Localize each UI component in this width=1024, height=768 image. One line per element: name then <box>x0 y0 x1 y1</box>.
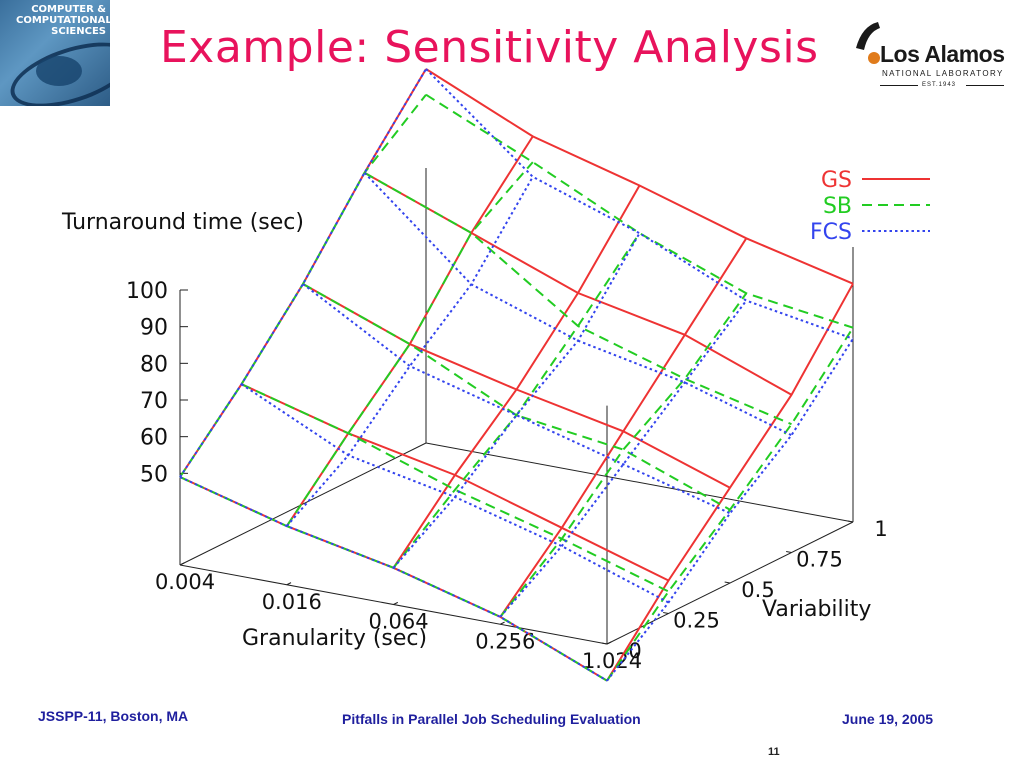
footer-conference: JSSPP-11, Boston, MA <box>38 708 189 724</box>
z-tick-label: 100 <box>126 279 168 304</box>
surface-gs-line-y <box>425 68 854 285</box>
ccs-logo-line: COMPUTER & <box>31 4 106 15</box>
los-alamos-est: EST.1943 <box>922 82 957 88</box>
page-number: 11 <box>768 746 780 758</box>
x-tick <box>606 641 612 645</box>
surface-gs-line-x <box>499 237 748 618</box>
surface-fcs-line-y <box>302 283 731 515</box>
ccs-swirl-core-icon <box>36 56 82 86</box>
x-tick <box>393 601 399 605</box>
axis-edge-back <box>425 442 854 523</box>
y-tick-label: 0.75 <box>796 548 843 572</box>
surface-fcs-line-y <box>425 68 854 340</box>
surface-sb-line-x <box>392 232 641 569</box>
x-tick-label: 0.064 <box>368 610 428 634</box>
z-axis-title: Turnaround time (sec) <box>61 210 304 235</box>
y-axis-title: Variability <box>762 597 871 622</box>
x-tick-label: 0.004 <box>155 570 215 594</box>
z-tick-label: 60 <box>140 426 168 451</box>
ccs-logo-text: COMPUTER & COMPUTATIONAL SCIENCES <box>16 4 110 37</box>
surface-gs-line-y <box>302 283 731 489</box>
x-tick-label: 0.016 <box>262 590 322 614</box>
x-tick-label: 0.256 <box>475 629 535 653</box>
surface-sb-line-y <box>302 283 731 511</box>
legend-label-sb: SB <box>823 194 852 219</box>
x-tick <box>286 582 292 586</box>
surface-sb-line-x <box>606 327 854 682</box>
ccs-logo-line: SCIENCES <box>51 26 106 37</box>
z-tick-label: 80 <box>140 352 168 377</box>
x-tick-label: 1.024 <box>582 649 642 673</box>
footer-talk-title: Pitfalls in Parallel Job Scheduling Eval… <box>342 711 641 727</box>
legend-label-gs: GS <box>821 168 852 193</box>
axis-edge-left <box>179 442 427 566</box>
x-axis-title: Granularity (sec) <box>242 626 427 651</box>
chart-surfaces <box>179 68 854 682</box>
surface-gs <box>179 68 854 682</box>
surface-fcs-line-y <box>363 172 792 437</box>
surface-sb-line-y <box>364 171 792 426</box>
y-tick-label: 0.25 <box>673 609 720 633</box>
surface-fcs-line-x <box>499 299 748 618</box>
los-alamos-name: Los Alamos <box>880 41 1005 67</box>
y-tick <box>724 581 731 584</box>
z-tick-label: 70 <box>140 389 168 414</box>
surface-gs-line-y <box>241 383 669 582</box>
y-tick <box>847 520 854 523</box>
surface-fcs-line-x <box>179 68 427 478</box>
y-tick-label: 1 <box>874 517 887 541</box>
z-tick-label: 50 <box>140 462 168 487</box>
surface-fcs <box>179 68 854 682</box>
ccs-logo-line: COMPUTATIONAL <box>16 15 110 26</box>
surface-fcs-line-x <box>392 232 641 569</box>
ccs-logo-icon: COMPUTER & COMPUTATIONAL SCIENCES <box>0 0 110 106</box>
surface-fcs-line-y <box>240 383 669 604</box>
los-alamos-rule-right <box>966 85 1004 86</box>
surface-fcs-line-y <box>179 476 608 682</box>
los-alamos-mark-icon <box>856 22 880 64</box>
y-tick-label: 0 <box>628 639 641 663</box>
y-tick <box>786 551 792 553</box>
legend-label-fcs: FCS <box>810 220 852 245</box>
surface-gs-line-x <box>179 68 427 478</box>
footer-date: June 19, 2005 <box>842 711 934 727</box>
los-alamos-rule-left <box>880 85 918 86</box>
y-tick <box>601 642 608 645</box>
los-alamos-sub: NATIONAL LABORATORY <box>882 69 1004 78</box>
surface-gs-line-x <box>392 185 641 569</box>
surface-fcs-line-x <box>286 176 534 527</box>
x-tick <box>500 621 505 625</box>
slide-title: Example: Sensitivity Analysis <box>160 22 819 73</box>
y-tick-label: 0.5 <box>741 578 774 602</box>
surface-fcs-line-x <box>606 338 854 682</box>
surface-gs-line-x <box>285 135 534 527</box>
x-tick <box>179 562 185 566</box>
los-alamos-logo-icon: Los Alamos NATIONAL LABORATORY EST.1943 <box>850 14 1015 94</box>
z-tick-label: 90 <box>140 316 168 341</box>
y-tick <box>663 612 669 614</box>
surface-sb-line-x <box>499 292 748 618</box>
